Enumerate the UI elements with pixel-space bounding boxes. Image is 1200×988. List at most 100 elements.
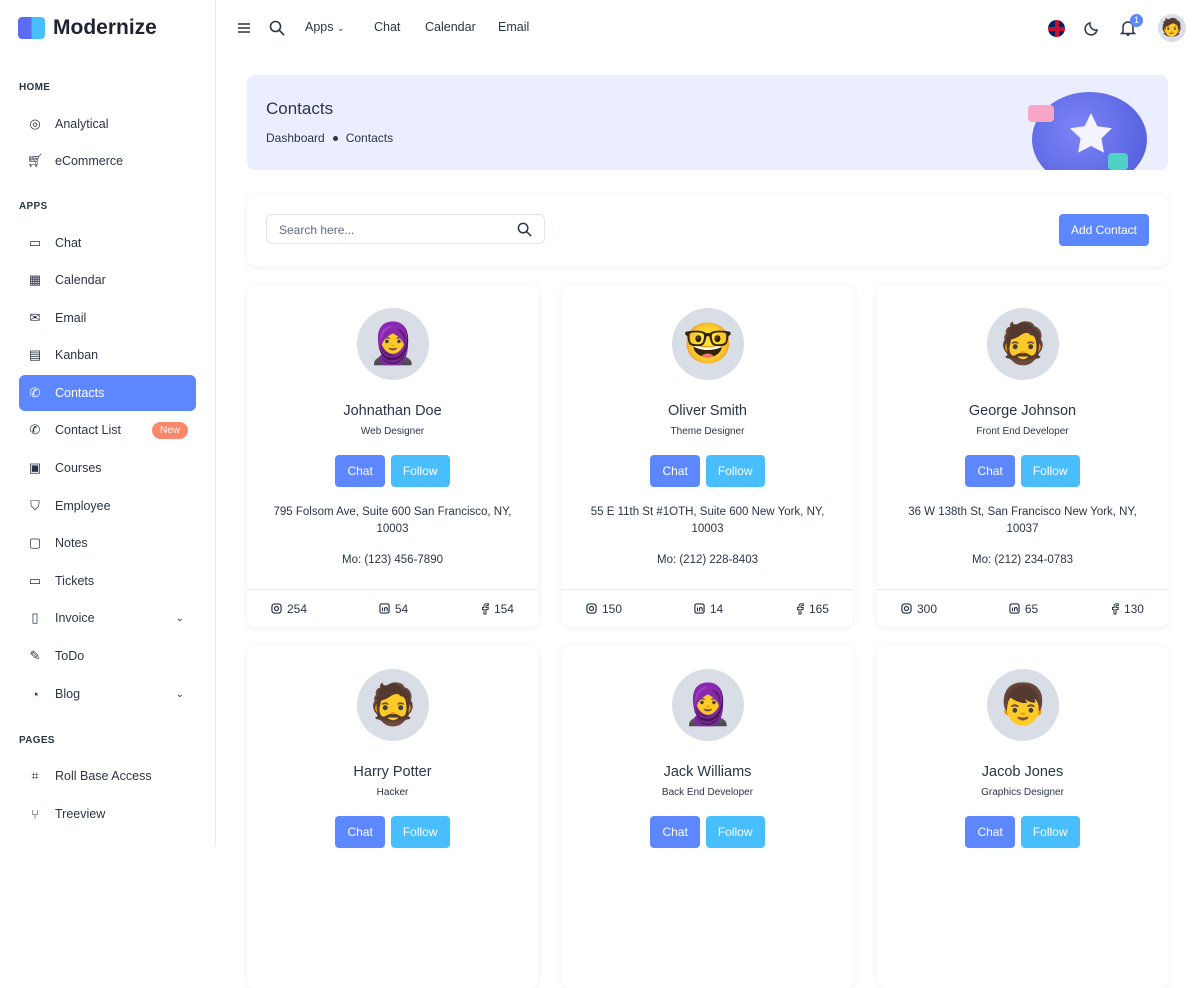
- search-input[interactable]: Search here...: [266, 214, 545, 244]
- moon-icon[interactable]: [1084, 20, 1100, 36]
- social-stats: 150 14 165: [562, 589, 853, 627]
- contact-name: Jack Williams: [663, 764, 752, 780]
- contact-role: Hacker: [376, 787, 409, 798]
- contact-card: 🤓 Oliver Smith Theme Designer Chat Follow…: [562, 285, 853, 627]
- notification-badge: 1: [1130, 14, 1143, 27]
- note-icon: ▢: [28, 535, 42, 550]
- sidebar-item-label: Tickets: [55, 574, 95, 588]
- contact-address: 36 W 138th St, San Francisco New York, N…: [908, 506, 1137, 535]
- sidebar-item-tickets[interactable]: ▭ Tickets: [19, 563, 196, 599]
- sidebar-item-notes[interactable]: ▢ Notes: [19, 525, 196, 561]
- sidebar-item-label: Contacts: [55, 386, 105, 400]
- contact-phone: Mo: (212) 234-0783: [971, 554, 1073, 566]
- page-title: Contacts: [266, 99, 334, 118]
- facebook-stat[interactable]: 130: [1110, 602, 1144, 616]
- breadcrumb-dashboard[interactable]: Dashboard: [266, 131, 325, 145]
- sidebar-item-blog[interactable]: ◔ Blog ⌄: [19, 676, 196, 712]
- sidebar-item-ecommerce[interactable]: 🛒︎ eCommerce: [19, 143, 196, 179]
- page-header-banner: Contacts Dashboard Contacts: [247, 75, 1168, 170]
- logo-icon: [18, 17, 45, 39]
- contact-name: Oliver Smith: [668, 403, 747, 419]
- linkedin-stat[interactable]: 54: [379, 602, 408, 616]
- sidebar-item-chat[interactable]: ▭ Chat: [19, 225, 196, 261]
- logo[interactable]: Modernize: [18, 16, 157, 40]
- mail-icon: ✉: [29, 310, 41, 325]
- instagram-stat[interactable]: 300: [901, 602, 937, 616]
- sidebar-item-analytical[interactable]: ◎ Analytical: [19, 106, 196, 142]
- facebook-stat[interactable]: 154: [480, 602, 514, 616]
- linkedin-icon: [379, 603, 390, 614]
- contact-avatar: 🤓: [672, 308, 744, 380]
- sidebar-item-roll-base-access[interactable]: ⌗ Roll Base Access: [19, 758, 196, 794]
- phone-icon: ✆: [29, 422, 41, 437]
- facebook-stat[interactable]: 165: [795, 602, 829, 616]
- language-flag-icon[interactable]: [1048, 20, 1065, 37]
- linkedin-stat[interactable]: 65: [1009, 602, 1038, 616]
- follow-button[interactable]: Follow: [1020, 816, 1080, 848]
- contact-name: Jacob Jones: [981, 764, 1064, 780]
- sidebar-item-label: Contact List: [55, 423, 122, 437]
- contact-role: Graphics Designer: [981, 787, 1064, 798]
- sidebar-item-contacts[interactable]: ✆ Contacts: [19, 375, 196, 411]
- courses-icon: ▣: [28, 460, 42, 475]
- sidebar-item-invoice[interactable]: ▯ Invoice ⌄: [19, 600, 196, 636]
- sidebar-item-contact-list[interactable]: ✆ Contact List New: [19, 412, 196, 448]
- follow-button[interactable]: Follow: [1020, 455, 1080, 487]
- chat-button[interactable]: Chat: [335, 816, 385, 848]
- contact-card: 🧕 Jack Williams Back End Developer Chat F…: [562, 646, 853, 988]
- sidebar-item-treeview[interactable]: ⑂ Treeview: [19, 796, 196, 832]
- menu-icon[interactable]: [237, 21, 251, 35]
- nav-chat[interactable]: Chat: [374, 20, 401, 34]
- chat-button[interactable]: Chat: [335, 455, 385, 487]
- chat-button[interactable]: Chat: [965, 816, 1015, 848]
- follow-button[interactable]: Follow: [390, 455, 450, 487]
- section-pages: PAGES: [19, 735, 55, 746]
- message-icon: ▭: [28, 235, 42, 250]
- nav-calendar[interactable]: Calendar: [425, 20, 476, 34]
- facebook-icon: [796, 602, 804, 614]
- social-stats: 300 65 130: [877, 589, 1168, 627]
- contact-card: 👦 Jacob Jones Graphics Designer Chat Foll…: [877, 646, 1168, 988]
- contact-info: 36 W 138th St, San Francisco New York, N…: [897, 504, 1148, 584]
- sidebar-item-courses[interactable]: ▣ Courses: [19, 450, 196, 486]
- instagram-stat[interactable]: 150: [586, 602, 622, 616]
- add-contact-button[interactable]: Add Contact: [1058, 214, 1149, 246]
- sidebar-item-email[interactable]: ✉ Email: [19, 300, 196, 336]
- follow-button[interactable]: Follow: [705, 816, 765, 848]
- tree-icon: ⑂: [31, 806, 39, 822]
- social-stats: 254 54 154: [247, 589, 538, 627]
- sidebar-item-label: Email: [55, 311, 87, 325]
- linkedin-icon: [1009, 603, 1020, 614]
- chat-button[interactable]: Chat: [650, 816, 700, 848]
- contact-avatar: 🧕: [357, 308, 429, 380]
- instagram-stat[interactable]: 254: [271, 602, 307, 616]
- chat-button[interactable]: Chat: [965, 455, 1015, 487]
- sidebar-item-calendar[interactable]: ▦ Calendar: [19, 262, 196, 298]
- contact-card: 🧔 George Johnson Front End Developer Cha…: [877, 285, 1168, 627]
- chat-button[interactable]: Chat: [650, 455, 700, 487]
- search-icon[interactable]: [269, 20, 285, 36]
- search-toolbar: Search here... Add Contact: [247, 195, 1168, 266]
- sidebar-item-label: Roll Base Access: [55, 769, 152, 783]
- sidebar: Modernize HOME APPS PAGES ◎ Analytical 🛒︎ e…: [0, 0, 216, 846]
- cube-illustration-icon: [1108, 153, 1128, 170]
- nav-email[interactable]: Email: [498, 20, 530, 34]
- aperture-icon: ◎: [29, 116, 41, 131]
- follow-button[interactable]: Follow: [390, 816, 450, 848]
- instagram-icon: [271, 603, 282, 614]
- contact-card: 🧕 Johnathan Doe Web Designer Chat Follow …: [247, 285, 538, 627]
- breadcrumb-current: Contacts: [345, 131, 394, 145]
- nav-apps[interactable]: Apps ⌄: [305, 20, 345, 34]
- follow-button[interactable]: Follow: [705, 455, 765, 487]
- chevron-down-icon: ⌄: [175, 688, 184, 700]
- sidebar-item-label: Blog: [55, 687, 81, 701]
- sidebar-item-employee[interactable]: ⛉ Employee: [19, 488, 196, 524]
- calendar-icon: ▦: [28, 272, 42, 287]
- sidebar-item-kanban[interactable]: ▤ Kanban: [19, 337, 196, 373]
- linkedin-stat[interactable]: 14: [694, 602, 723, 616]
- user-avatar[interactable]: 🧑: [1158, 14, 1186, 42]
- card-illustration-icon: [1028, 105, 1054, 122]
- facebook-icon: [1111, 602, 1119, 614]
- sidebar-item-todo[interactable]: ✎ ToDo: [19, 638, 196, 674]
- linkedin-icon: [694, 603, 705, 614]
